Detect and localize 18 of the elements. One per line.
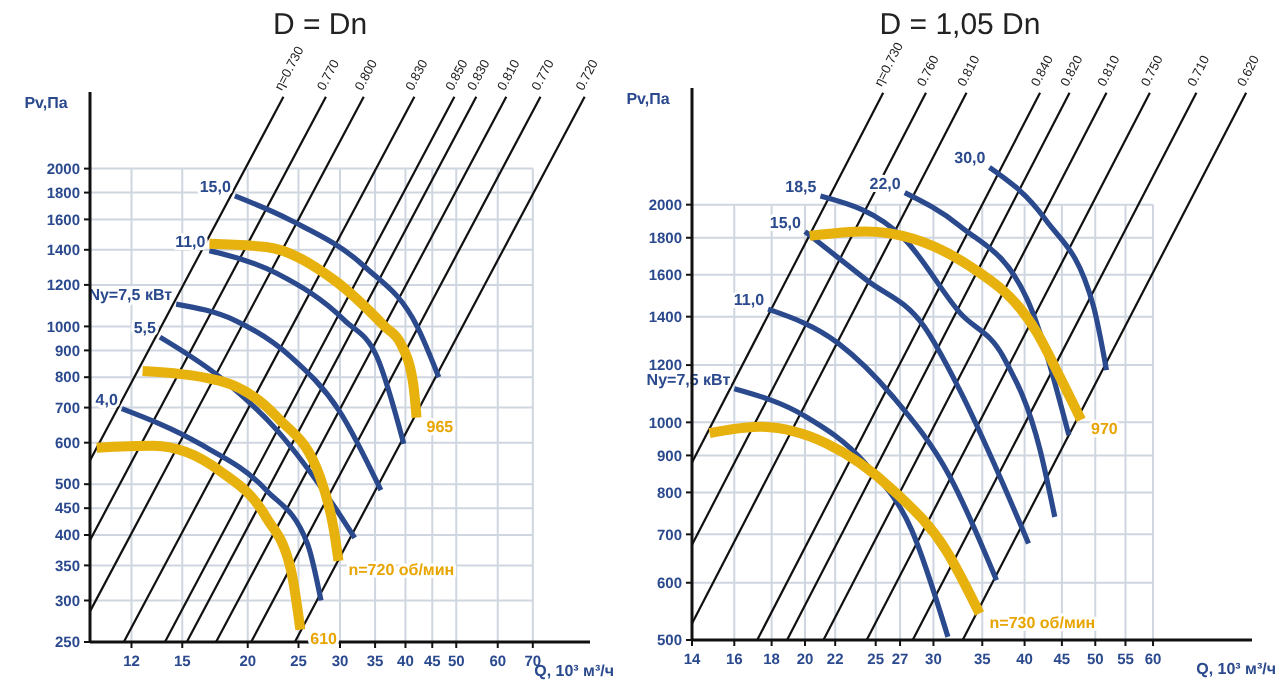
series-label: 15,0 (769, 213, 803, 232)
series-label: 4,0 (95, 390, 119, 409)
series-label: 18,5 (785, 178, 818, 197)
y-axis-title: Pv,Па (24, 94, 69, 112)
series-label: 11,0 (175, 232, 207, 251)
annotation: n=720 об/мин (348, 560, 455, 579)
annotation: n=730 об/мин (989, 613, 1096, 632)
series-label: 5,5 (133, 319, 158, 338)
chart-title: D = 1,05 Dn (879, 8, 1041, 42)
x-axis-title: Q, 10³ м³/ч (534, 662, 615, 680)
chart-title: D = Dn (272, 8, 368, 42)
y-axis-title: Pv,Па (626, 90, 671, 108)
annotation: 965 (426, 417, 455, 436)
series-label: 15,0 (199, 177, 232, 196)
x-axis-title: Q, 10³ м³/ч (1196, 660, 1277, 678)
series-label: 11,0 (733, 291, 766, 310)
annotation: 970 (1091, 419, 1119, 438)
series-label: 30,0 (954, 149, 987, 168)
